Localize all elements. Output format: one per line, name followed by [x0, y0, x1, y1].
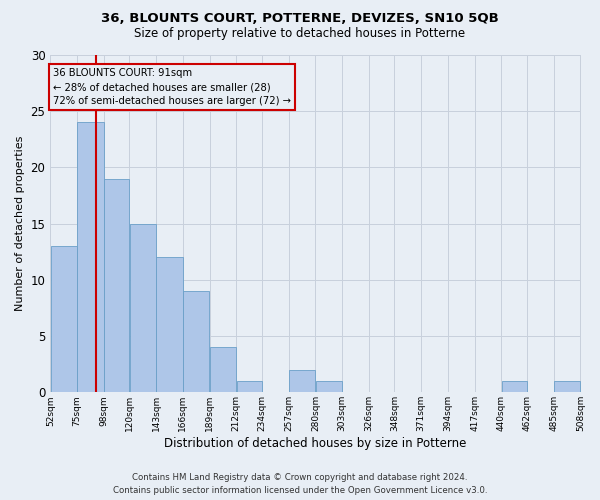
Bar	[130, 224, 156, 392]
Text: 36, BLOUNTS COURT, POTTERNE, DEVIZES, SN10 5QB: 36, BLOUNTS COURT, POTTERNE, DEVIZES, SN…	[101, 12, 499, 26]
Text: Size of property relative to detached houses in Potterne: Size of property relative to detached ho…	[134, 28, 466, 40]
Bar	[157, 258, 182, 392]
Bar	[502, 381, 527, 392]
Text: Contains HM Land Registry data © Crown copyright and database right 2024.
Contai: Contains HM Land Registry data © Crown c…	[113, 474, 487, 495]
Bar	[183, 291, 209, 392]
Bar	[554, 381, 580, 392]
X-axis label: Distribution of detached houses by size in Potterne: Distribution of detached houses by size …	[164, 437, 467, 450]
Bar	[104, 178, 129, 392]
Bar	[50, 246, 77, 392]
Bar	[289, 370, 315, 392]
Bar	[236, 381, 262, 392]
Bar	[316, 381, 342, 392]
Text: 36 BLOUNTS COURT: 91sqm
← 28% of detached houses are smaller (28)
72% of semi-de: 36 BLOUNTS COURT: 91sqm ← 28% of detache…	[53, 68, 290, 106]
Bar	[77, 122, 104, 392]
Bar	[210, 348, 236, 393]
Y-axis label: Number of detached properties: Number of detached properties	[15, 136, 25, 312]
